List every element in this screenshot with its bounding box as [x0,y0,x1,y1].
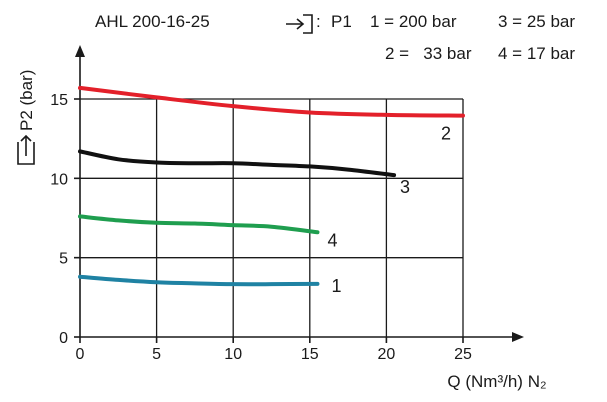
x-tick-label: 10 [224,346,242,363]
series-line-4 [78,214,320,235]
x-tick-label: 15 [301,346,319,363]
y-tick-label: 10 [50,171,68,188]
chart-title: AHL 200-16-25 [95,12,210,31]
axis-ticks: 0 5 10 15 20 25 0 5 10 15 [50,92,472,363]
x-tick-label: 0 [76,346,85,363]
series-lines [78,85,465,287]
grid [80,98,464,337]
series-label-2: 2 [441,124,451,144]
y-tick-label: 15 [50,92,68,109]
y-tick-label: 5 [59,251,68,268]
x-axis-title: Q (Nm³/h) N₂ [447,372,546,391]
legend-entry-4: 4 = 17 bar [498,44,575,63]
legend-entry-2: 2 = 33 bar [385,44,472,63]
series-label-3: 3 [400,177,410,197]
x-tick-label: 20 [378,346,396,363]
legend-entry-1: 1 = 200 bar [370,12,457,31]
inlet-arrow-icon [286,14,313,34]
outlet-arrow-icon [17,134,35,165]
y-tick-label: 0 [59,330,68,347]
y-axis-title: P2 (bar) [17,70,36,131]
p1-label: P1 [331,12,352,31]
x-tick-label: 5 [152,346,161,363]
x-tick-label: 25 [454,346,472,363]
series-line-3 [78,149,397,178]
y-axis [75,45,85,337]
series-labels: 1 2 3 4 [327,124,451,296]
series-line-2 [78,85,465,118]
series-label-1: 1 [331,276,341,296]
legend-entry-3: 3 = 25 bar [498,12,575,31]
x-axis [80,332,524,342]
series-line-1 [78,274,320,287]
series-label-4: 4 [327,230,337,250]
svg-text::: : [316,12,321,31]
